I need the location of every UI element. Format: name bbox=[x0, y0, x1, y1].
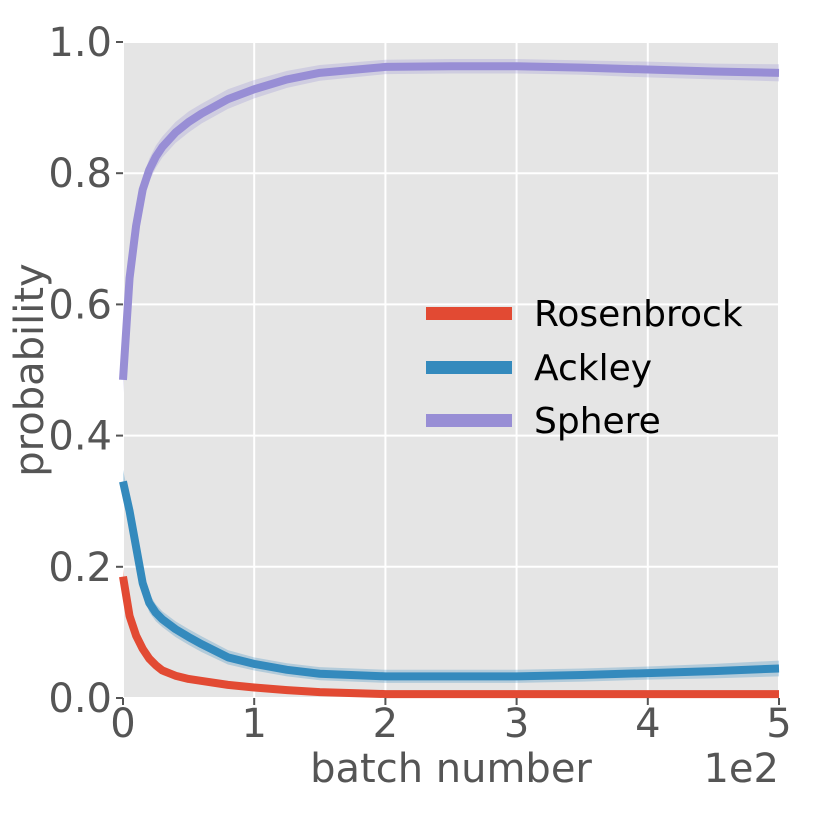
legend-swatch-sphere bbox=[426, 414, 512, 427]
legend-swatch-rosenbrock bbox=[426, 307, 512, 320]
series-line-rosenbrock bbox=[119, 575, 779, 699]
y-tick-label: 0.8 bbox=[48, 151, 112, 197]
x-tick-label: 4 bbox=[635, 701, 660, 747]
x-tick-label: 1 bbox=[241, 701, 266, 747]
x-axis-scale-label: 1e2 bbox=[703, 746, 779, 792]
legend-label-ackley: Ackley bbox=[534, 348, 652, 389]
y-tick-label: 1.0 bbox=[48, 20, 112, 66]
y-tick-label: 0.6 bbox=[48, 282, 112, 328]
x-tick-label: 5 bbox=[766, 701, 791, 747]
legend-swatch-ackley bbox=[426, 361, 512, 374]
y-tick-label: 0.2 bbox=[48, 545, 112, 591]
series-line-ackley bbox=[119, 480, 780, 681]
y-tick-label: 0.4 bbox=[48, 414, 112, 460]
y-tick-label: 0.0 bbox=[48, 676, 112, 722]
x-tick-label: 0 bbox=[110, 701, 135, 747]
legend: Rosenbrock Ackley Sphere bbox=[426, 294, 743, 442]
x-tick-label: 3 bbox=[504, 701, 529, 747]
y-axis-label: probability bbox=[7, 263, 53, 476]
legend-label-sphere: Sphere bbox=[534, 401, 661, 442]
series-lines bbox=[119, 62, 780, 699]
series-line-sphere bbox=[119, 62, 780, 381]
grid bbox=[122, 41, 780, 699]
x-tick-label: 2 bbox=[373, 701, 398, 747]
legend-label-rosenbrock: Rosenbrock bbox=[534, 294, 743, 335]
x-axis-label: batch number bbox=[310, 746, 592, 792]
axis-ticks: 0 1 2 3 4 5 0.0 0.2 0.4 0.6 0.8 1.0 bbox=[48, 20, 791, 747]
